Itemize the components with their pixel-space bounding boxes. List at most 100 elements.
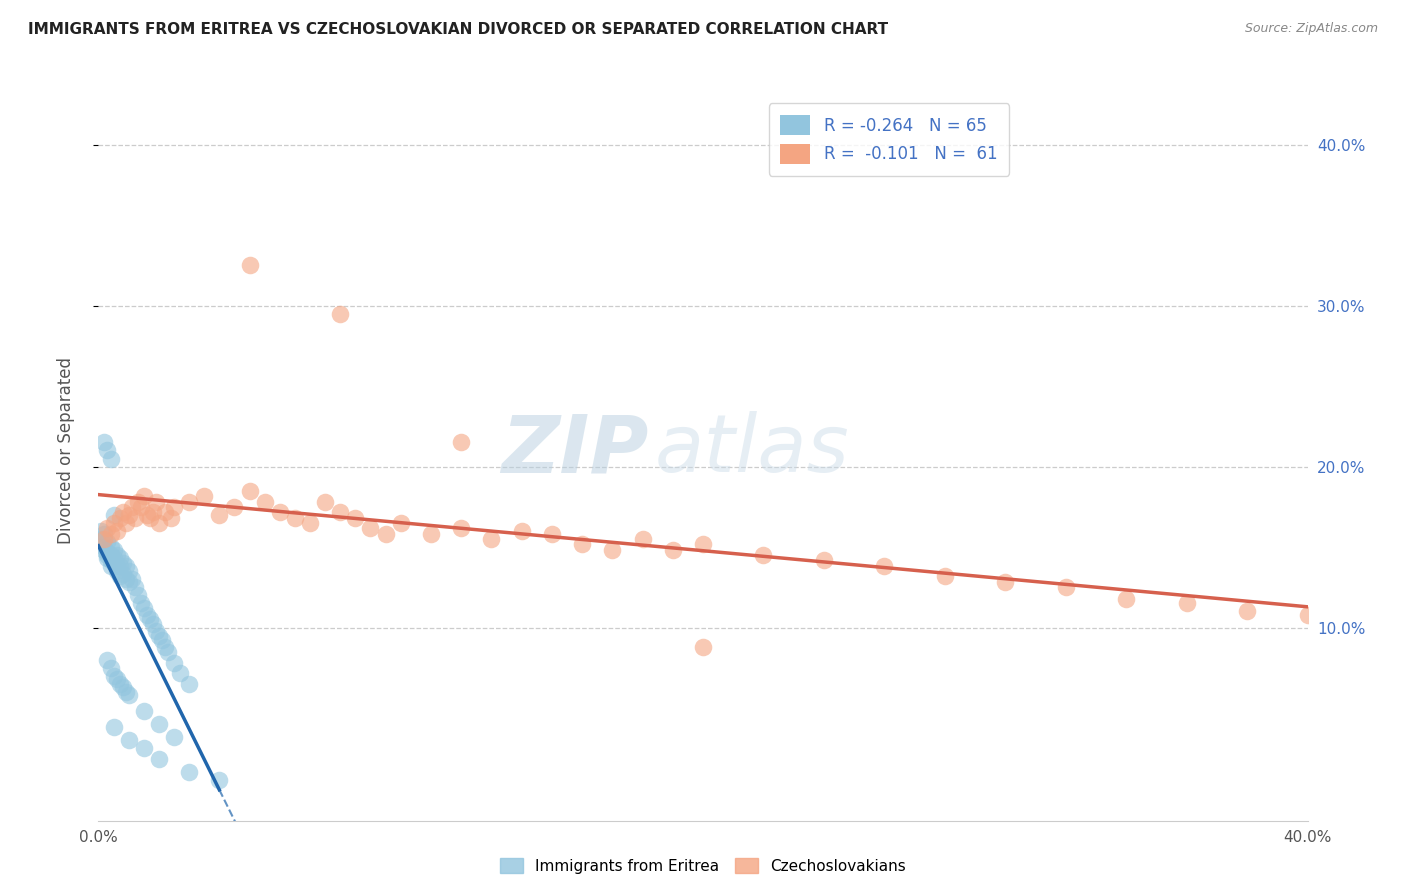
Point: [100, 548, 122, 562]
Point: [284, 511, 307, 525]
Point: [96, 548, 118, 562]
Point: [139, 511, 162, 525]
Point: [135, 607, 157, 622]
Point: [208, 508, 231, 522]
Point: [129, 596, 152, 610]
Point: [1175, 596, 1198, 610]
Point: [934, 569, 956, 583]
Point: [1115, 591, 1137, 606]
Point: [148, 717, 170, 731]
Point: [142, 505, 165, 519]
Point: [121, 500, 143, 514]
Text: ZIP: ZIP: [501, 411, 648, 490]
Point: [360, 521, 382, 535]
Point: [374, 527, 396, 541]
Point: [108, 551, 131, 566]
Point: [90, 524, 112, 538]
Point: [118, 575, 141, 590]
Point: [631, 532, 654, 546]
Point: [96, 535, 118, 549]
Point: [103, 669, 125, 683]
Point: [156, 645, 179, 659]
Point: [132, 704, 155, 718]
Point: [193, 489, 215, 503]
Text: IMMIGRANTS FROM ERITREA VS CZECHOSLOVAKIAN DIVORCED OR SEPARATED CORRELATION CHA: IMMIGRANTS FROM ERITREA VS CZECHOSLOVAKI…: [28, 22, 889, 37]
Point: [224, 500, 246, 514]
Point: [100, 553, 122, 567]
Text: atlas: atlas: [655, 411, 849, 490]
Point: [108, 677, 131, 691]
Point: [179, 677, 201, 691]
Point: [299, 516, 322, 530]
Point: [103, 516, 125, 530]
Point: [114, 572, 136, 586]
Point: [100, 661, 122, 675]
Point: [129, 500, 152, 514]
Point: [118, 688, 141, 702]
Point: [540, 527, 562, 541]
Point: [111, 556, 134, 570]
Point: [111, 505, 134, 519]
Point: [253, 495, 276, 509]
Point: [145, 624, 167, 638]
Point: [148, 628, 170, 642]
Legend: Immigrants from Eritrea, Czechoslovakians: Immigrants from Eritrea, Czechoslovakian…: [494, 852, 912, 880]
Point: [420, 527, 443, 541]
Y-axis label: Divorced or Separated: Divorced or Separated: [56, 357, 75, 544]
Point: [93, 543, 115, 558]
Point: [93, 540, 115, 554]
Point: [269, 505, 291, 519]
Point: [105, 564, 128, 578]
Point: [93, 527, 115, 541]
Point: [150, 633, 173, 648]
Point: [179, 765, 201, 780]
Point: [118, 733, 141, 747]
Point: [450, 521, 472, 535]
Point: [873, 559, 896, 574]
Point: [100, 527, 122, 541]
Point: [114, 516, 136, 530]
Point: [93, 532, 115, 546]
Point: [103, 543, 125, 558]
Point: [103, 551, 125, 566]
Point: [118, 564, 141, 578]
Point: [132, 741, 155, 756]
Point: [103, 556, 125, 570]
Point: [103, 720, 125, 734]
Point: [103, 508, 125, 522]
Point: [96, 521, 118, 535]
Point: [1236, 604, 1258, 618]
Point: [142, 617, 165, 632]
Point: [163, 656, 186, 670]
Point: [571, 537, 593, 551]
Point: [239, 259, 262, 273]
Point: [132, 601, 155, 615]
Point: [389, 516, 412, 530]
Point: [108, 569, 131, 583]
Point: [124, 580, 146, 594]
Point: [179, 495, 201, 509]
Point: [602, 543, 624, 558]
Point: [692, 640, 714, 654]
Point: [100, 451, 122, 466]
Point: [481, 532, 503, 546]
Point: [93, 435, 115, 450]
Point: [994, 575, 1017, 590]
Point: [510, 524, 533, 538]
Point: [314, 495, 336, 509]
Point: [114, 685, 136, 699]
Point: [100, 559, 122, 574]
Point: [208, 773, 231, 788]
Point: [661, 543, 683, 558]
Point: [752, 548, 775, 562]
Point: [118, 508, 141, 522]
Point: [163, 730, 186, 744]
Point: [135, 508, 157, 522]
Point: [124, 511, 146, 525]
Point: [100, 540, 122, 554]
Point: [127, 588, 149, 602]
Point: [692, 537, 714, 551]
Point: [239, 483, 262, 498]
Point: [96, 551, 118, 566]
Point: [105, 672, 128, 686]
